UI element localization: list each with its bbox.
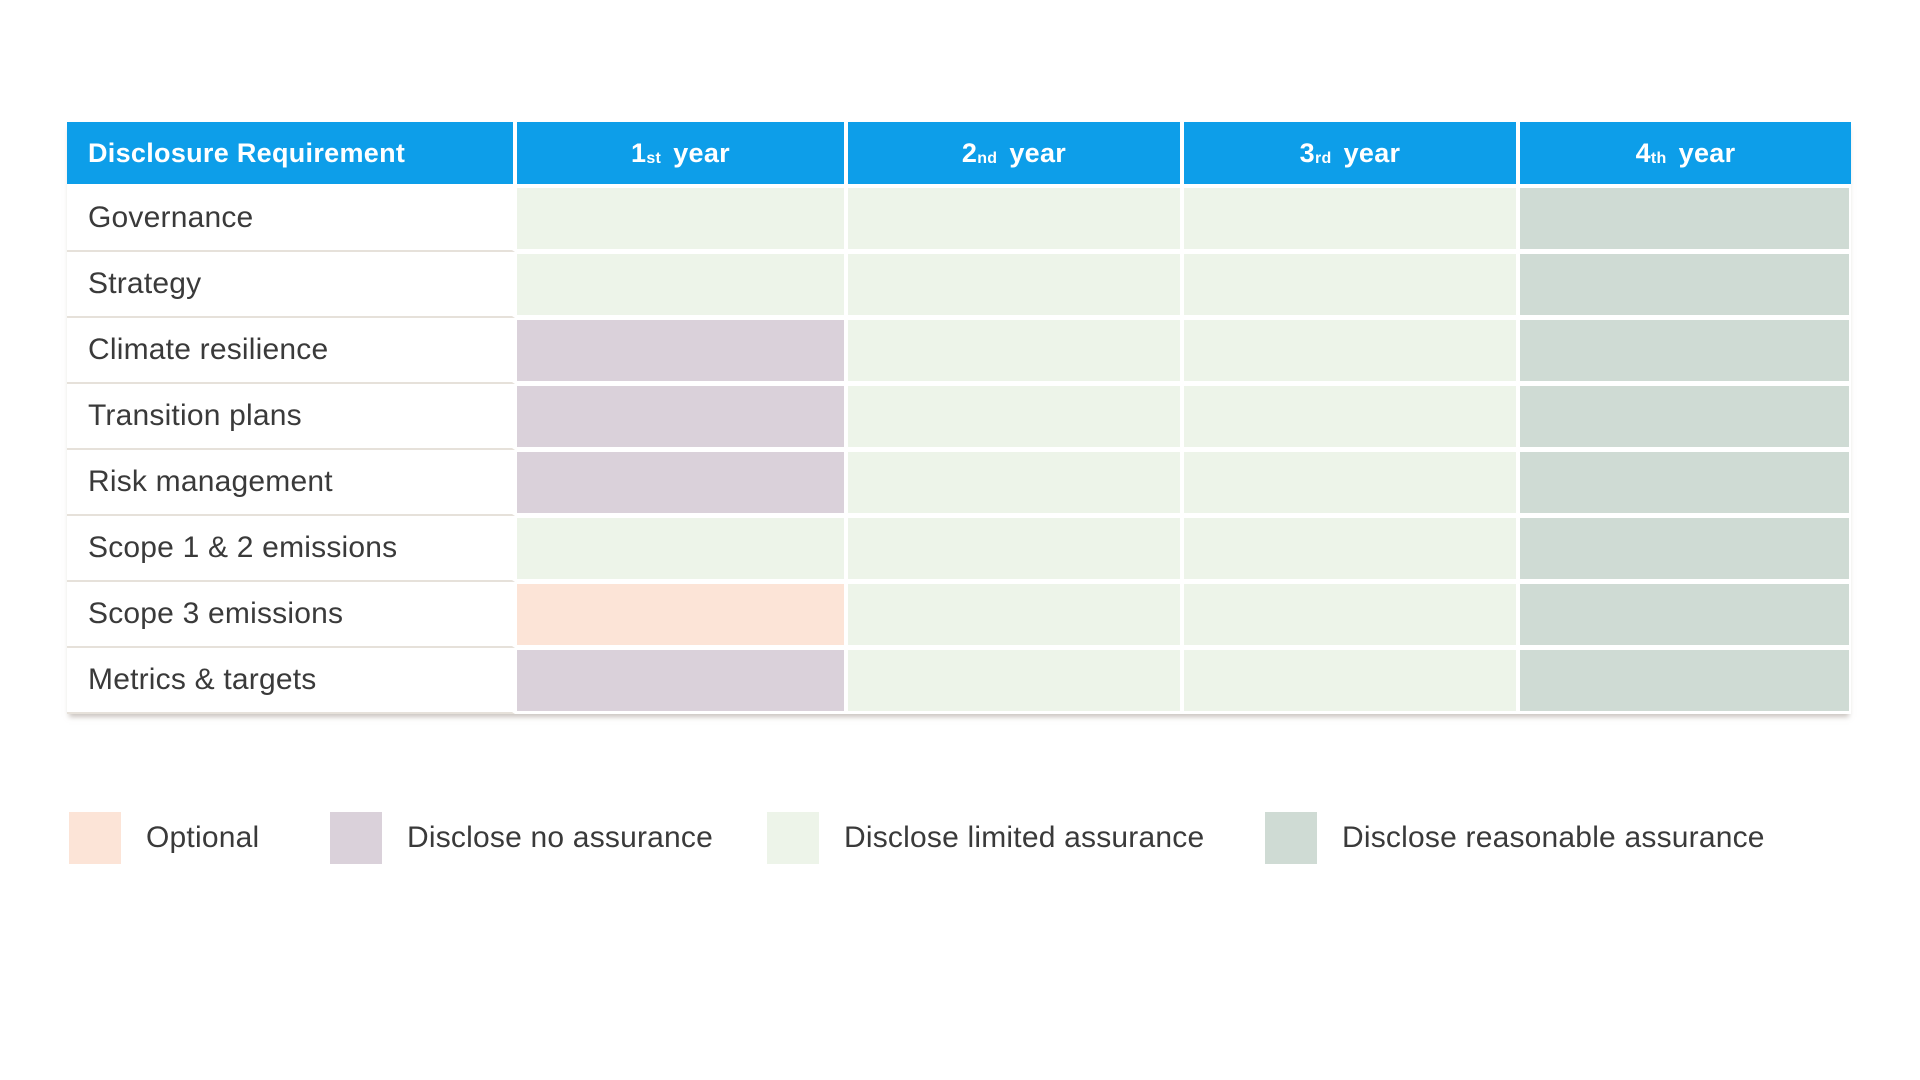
status-cell-none bbox=[515, 318, 846, 384]
status-cell-limited bbox=[1182, 516, 1518, 582]
year-word: year bbox=[1009, 137, 1067, 168]
legend-swatch-none bbox=[330, 812, 382, 864]
legend-label: Disclose limited assurance bbox=[844, 821, 1205, 854]
status-cell-limited bbox=[846, 648, 1182, 714]
status-cell-limited bbox=[846, 318, 1182, 384]
status-cell-limited bbox=[846, 252, 1182, 318]
status-cell-limited bbox=[1182, 384, 1518, 450]
status-cell-reasonable bbox=[1518, 186, 1851, 252]
row-label-cell: Metrics & targets bbox=[67, 648, 515, 714]
status-cell-none bbox=[515, 450, 846, 516]
row-label-cell: Strategy bbox=[67, 252, 515, 318]
header-label: Disclosure Requirement bbox=[88, 137, 406, 168]
year-word: year bbox=[673, 137, 730, 168]
row-label: Risk management bbox=[88, 465, 333, 498]
row-label: Governance bbox=[88, 201, 254, 234]
ordinal-suffix: st bbox=[646, 150, 662, 167]
table-body: Governance Strategy Climate resilience Tran… bbox=[67, 186, 1851, 714]
row-label: Strategy bbox=[88, 267, 202, 300]
status-cell-limited bbox=[1182, 318, 1518, 384]
legend-swatch-reasonable bbox=[1265, 812, 1317, 864]
legend-item-reasonable: Disclose reasonable assurance bbox=[1265, 812, 1765, 864]
year-word: year bbox=[1343, 137, 1401, 168]
header-cell-disclosure-requirement: Disclosure Requirement bbox=[67, 122, 515, 186]
legend-swatch-limited bbox=[767, 812, 819, 864]
year-number: 1 bbox=[631, 137, 647, 168]
status-cell-reasonable bbox=[1518, 582, 1851, 648]
row-label: Scope 3 emissions bbox=[88, 597, 344, 630]
status-cell-reasonable bbox=[1518, 450, 1851, 516]
year-number: 2 bbox=[961, 137, 978, 168]
legend-label: Disclose reasonable assurance bbox=[1342, 821, 1765, 854]
year-number: 3 bbox=[1299, 137, 1315, 168]
status-cell-none bbox=[515, 648, 846, 714]
status-cell-limited bbox=[1182, 252, 1518, 318]
row-label: Metrics & targets bbox=[88, 663, 317, 696]
table-row-transition-plans: Transition plans bbox=[67, 384, 1851, 450]
status-cell-limited bbox=[1182, 582, 1518, 648]
status-cell-reasonable bbox=[1518, 252, 1851, 318]
legend: Optional Disclose no assurance Disclose li… bbox=[0, 812, 1920, 864]
status-cell-reasonable bbox=[1518, 516, 1851, 582]
status-cell-limited bbox=[515, 252, 846, 318]
table-row-scope-1-2-emissions: Scope 1 & 2 emissions bbox=[67, 516, 1851, 582]
status-cell-limited bbox=[846, 582, 1182, 648]
row-label-cell: Transition plans bbox=[67, 384, 515, 450]
table-row-metrics-targets: Metrics & targets bbox=[67, 648, 1851, 714]
status-cell-limited bbox=[515, 516, 846, 582]
status-cell-limited bbox=[846, 186, 1182, 252]
status-cell-limited bbox=[1182, 648, 1518, 714]
year-word: year bbox=[1678, 137, 1736, 168]
year-number: 4 bbox=[1635, 137, 1651, 168]
legend-label: Optional bbox=[146, 821, 260, 854]
legend-label: Disclose no assurance bbox=[407, 821, 714, 854]
legend-item-optional: Optional bbox=[69, 812, 259, 864]
status-cell-limited bbox=[846, 516, 1182, 582]
ordinal-suffix: nd bbox=[977, 150, 998, 167]
ordinal-suffix: th bbox=[1650, 150, 1667, 167]
row-label-cell: Governance bbox=[67, 186, 515, 252]
row-label: Transition plans bbox=[88, 399, 302, 432]
row-label-cell: Risk management bbox=[67, 450, 515, 516]
table-row-risk-management: Risk management bbox=[67, 450, 1851, 516]
row-label-cell: Scope 3 emissions bbox=[67, 582, 515, 648]
status-cell-limited bbox=[846, 384, 1182, 450]
status-cell-reasonable bbox=[1518, 384, 1851, 450]
status-cell-optional bbox=[515, 582, 846, 648]
table-row-strategy: Strategy bbox=[67, 252, 1851, 318]
table-row-scope-3-emissions: Scope 3 emissions bbox=[67, 582, 1851, 648]
legend-swatch-optional bbox=[69, 812, 121, 864]
row-label: Scope 1 & 2 emissions bbox=[88, 531, 398, 564]
row-label-cell: Climate resilience bbox=[67, 318, 515, 384]
status-cell-reasonable bbox=[1518, 318, 1851, 384]
status-cell-limited bbox=[846, 450, 1182, 516]
status-cell-limited bbox=[1182, 186, 1518, 252]
table-row-climate-resilience: Climate resilience bbox=[67, 318, 1851, 384]
legend-item-limited: Disclose limited assurance bbox=[767, 812, 1204, 864]
status-cell-limited bbox=[1182, 450, 1518, 516]
status-cell-none bbox=[515, 384, 846, 450]
ordinal-suffix: rd bbox=[1314, 150, 1332, 167]
row-label-cell: Scope 1 & 2 emissions bbox=[67, 516, 515, 582]
table-row-governance: Governance bbox=[67, 186, 1851, 252]
row-label: Climate resilience bbox=[88, 333, 329, 366]
status-cell-reasonable bbox=[1518, 648, 1851, 714]
legend-item-none: Disclose no assurance bbox=[330, 812, 713, 864]
status-cell-limited bbox=[515, 186, 846, 252]
